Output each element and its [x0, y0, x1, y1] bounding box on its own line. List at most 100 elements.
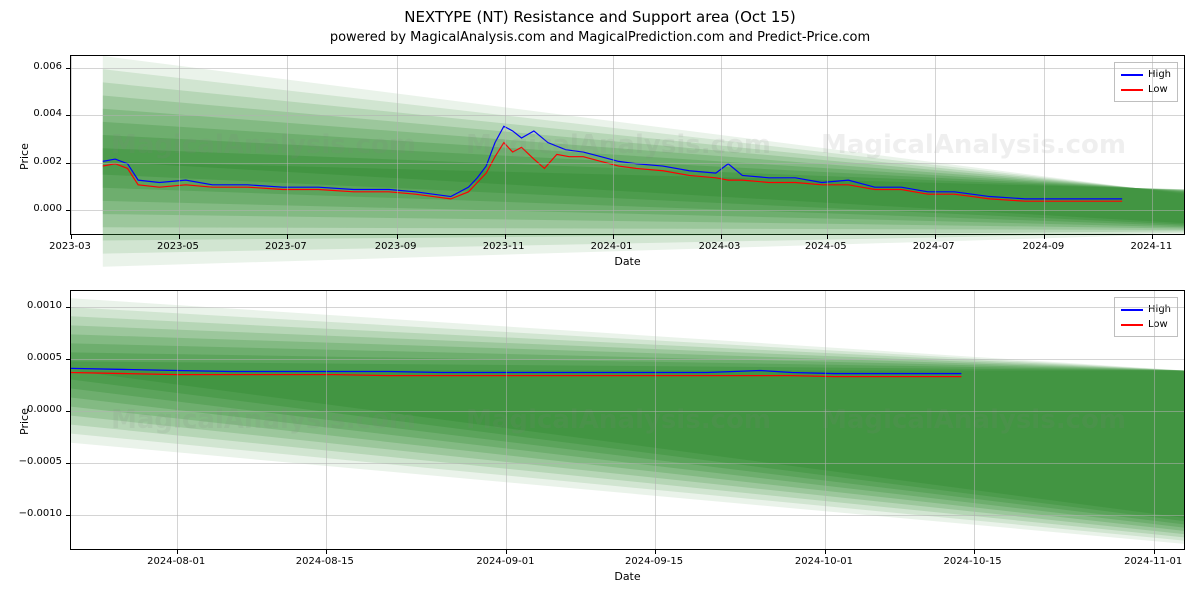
legend-swatch-high: [1121, 309, 1143, 311]
gridline: [179, 56, 180, 234]
chart-title: NEXTYPE (NT) Resistance and Support area…: [0, 8, 1200, 26]
gridline: [506, 291, 507, 549]
x-axis-label: Date: [70, 570, 1185, 583]
gridline: [71, 359, 1184, 360]
tick-mark: [71, 234, 72, 239]
x-tick-label: 2024-01: [591, 241, 633, 252]
tick-mark: [655, 549, 656, 554]
x-tick-label: 2024-03: [699, 241, 741, 252]
x-tick-label: 2023-11: [483, 241, 525, 252]
tick-mark: [66, 515, 71, 516]
legend-swatch-high: [1121, 74, 1143, 76]
x-tick-label: 2023-07: [265, 241, 307, 252]
y-tick-label: 0.0010: [18, 300, 62, 311]
x-tick-label: 2024-11: [1130, 241, 1172, 252]
gridline: [827, 56, 828, 234]
y-tick-label: 0.0005: [18, 352, 62, 363]
x-tick-label: 2024-07: [913, 241, 955, 252]
bottom-chart-area: MagicalAnalysis.com MagicalAnalysis.com …: [70, 290, 1185, 550]
x-axis-label: Date: [70, 255, 1185, 268]
gridline: [397, 56, 398, 234]
tick-mark: [179, 234, 180, 239]
gridline: [825, 291, 826, 549]
gridline: [1154, 291, 1155, 549]
tick-mark: [66, 115, 71, 116]
x-tick-label: 2023-03: [49, 241, 91, 252]
tick-mark: [827, 234, 828, 239]
gridline: [71, 515, 1184, 516]
x-tick-label: 2024-05: [805, 241, 847, 252]
tick-mark: [66, 359, 71, 360]
gridline: [71, 163, 1184, 164]
legend-item: Low: [1121, 82, 1171, 97]
tick-mark: [506, 549, 507, 554]
x-tick-label: 2023-09: [375, 241, 417, 252]
tick-mark: [326, 549, 327, 554]
legend-box: High Low: [1114, 297, 1178, 337]
legend-label: Low: [1148, 317, 1168, 332]
gridline: [71, 210, 1184, 211]
x-tick-label: 2024-09-01: [476, 556, 534, 567]
y-tick-label: 0.0000: [18, 404, 62, 415]
gridline: [287, 56, 288, 234]
gridline: [974, 291, 975, 549]
y-tick-label: 0.006: [18, 61, 62, 72]
legend-item: High: [1121, 302, 1171, 317]
tick-mark: [287, 234, 288, 239]
legend-item: Low: [1121, 317, 1171, 332]
tick-mark: [66, 411, 71, 412]
legend-swatch-low: [1121, 324, 1143, 326]
chart-subtitle: powered by MagicalAnalysis.com and Magic…: [0, 30, 1200, 45]
gridline: [1044, 56, 1045, 234]
gridline: [613, 56, 614, 234]
tick-mark: [1152, 234, 1153, 239]
tick-mark: [1154, 549, 1155, 554]
gridline: [655, 291, 656, 549]
gridline: [1152, 56, 1153, 234]
gridline: [71, 68, 1184, 69]
gridline: [71, 115, 1184, 116]
legend-label: Low: [1148, 82, 1168, 97]
tick-mark: [66, 210, 71, 211]
gridline: [505, 56, 506, 234]
tick-mark: [66, 163, 71, 164]
x-tick-label: 2024-09-15: [625, 556, 683, 567]
tick-mark: [935, 234, 936, 239]
x-tick-label: 2024-08-15: [296, 556, 354, 567]
top-chart-area: MagicalAnalysis.com MagicalAnalysis.com …: [70, 55, 1185, 235]
tick-mark: [613, 234, 614, 239]
gridline: [71, 56, 72, 234]
tick-mark: [1044, 234, 1045, 239]
gridline: [71, 307, 1184, 308]
legend-label: High: [1148, 302, 1171, 317]
tick-mark: [974, 549, 975, 554]
legend-swatch-low: [1121, 89, 1143, 91]
x-tick-label: 2024-08-01: [147, 556, 205, 567]
tick-mark: [505, 234, 506, 239]
y-tick-label: 0.000: [18, 203, 62, 214]
tick-mark: [721, 234, 722, 239]
tick-mark: [66, 68, 71, 69]
tick-mark: [177, 549, 178, 554]
bottom-chart-svg: [71, 291, 1184, 549]
tick-mark: [397, 234, 398, 239]
y-tick-label: 0.002: [18, 156, 62, 167]
y-tick-label: 0.004: [18, 108, 62, 119]
gridline: [71, 463, 1184, 464]
gridline: [177, 291, 178, 549]
x-tick-label: 2024-10-01: [795, 556, 853, 567]
tick-mark: [66, 307, 71, 308]
x-tick-label: 2023-05: [157, 241, 199, 252]
legend-item: High: [1121, 67, 1171, 82]
y-tick-label: −0.0010: [18, 508, 62, 519]
x-tick-label: 2024-11-01: [1124, 556, 1182, 567]
gridline: [326, 291, 327, 549]
top-chart-svg: [71, 56, 1184, 234]
gridline: [935, 56, 936, 234]
x-tick-label: 2024-10-15: [944, 556, 1002, 567]
gridline: [721, 56, 722, 234]
tick-mark: [825, 549, 826, 554]
chart-root: NEXTYPE (NT) Resistance and Support area…: [0, 0, 1200, 600]
y-tick-label: −0.0005: [18, 456, 62, 467]
x-tick-label: 2024-09: [1023, 241, 1065, 252]
